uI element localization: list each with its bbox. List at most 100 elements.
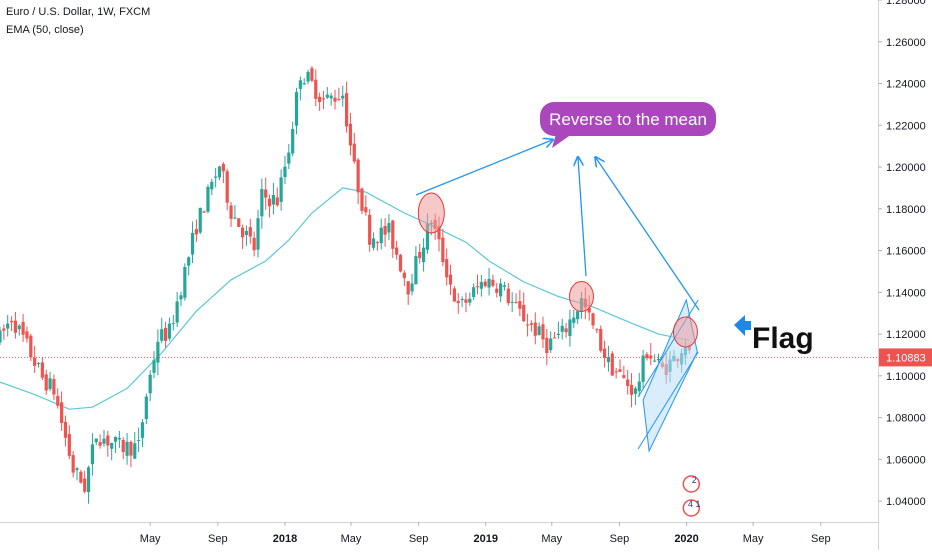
- candle-body: [318, 96, 322, 102]
- candle-body: [321, 98, 326, 100]
- candle-body: [279, 177, 283, 202]
- candle-body: [441, 237, 445, 263]
- y-tick-label: 1.18000: [886, 204, 926, 216]
- candle-body: [402, 272, 406, 279]
- candle-body: [179, 295, 183, 300]
- indicator-legend[interactable]: EMA (50, close): [6, 24, 84, 36]
- candle-body: [133, 443, 137, 459]
- candle-body: [564, 328, 568, 333]
- candle-body: [264, 189, 268, 198]
- candle-body: [148, 374, 152, 394]
- x-tick-label: May: [743, 533, 764, 545]
- candle-body: [421, 247, 426, 263]
- candle-body: [298, 80, 302, 89]
- price-axis-bg: [878, 0, 932, 550]
- flag-upper-line: [637, 299, 699, 398]
- y-tick-label: 1.26000: [886, 37, 926, 49]
- candle-body: [71, 455, 75, 473]
- candle-body: [202, 211, 206, 213]
- candle-body: [587, 307, 591, 313]
- candle-body: [529, 323, 534, 325]
- candle-body: [271, 194, 276, 205]
- candle-body: [337, 99, 341, 101]
- candle-body: [425, 223, 430, 250]
- candle-body: [506, 288, 510, 304]
- candle-body: [2, 328, 6, 331]
- candle-body: [198, 207, 202, 233]
- candle-body: [445, 259, 449, 278]
- candle-body: [67, 434, 71, 456]
- candle-body: [302, 83, 306, 85]
- candle-body: [626, 379, 630, 386]
- candle-body: [502, 285, 507, 287]
- y-tick-label: 1.20000: [886, 162, 926, 174]
- candle-body: [333, 97, 337, 102]
- candle-body: [48, 378, 52, 390]
- candle-body: [110, 442, 114, 449]
- candle-body: [283, 166, 287, 178]
- y-tick-label: 1.10000: [886, 371, 926, 383]
- candle-body: [98, 442, 102, 446]
- candle-body: [94, 438, 98, 443]
- candle-body: [156, 341, 160, 363]
- candle-body: [591, 313, 595, 326]
- candle-body: [622, 375, 626, 378]
- candle-body: [533, 322, 537, 336]
- candle-body: [294, 92, 299, 126]
- candle-body: [90, 444, 95, 465]
- candle-body: [414, 256, 418, 285]
- candle-body: [472, 287, 476, 297]
- x-tick-label: Sep: [208, 533, 228, 545]
- candle-body: [391, 220, 395, 249]
- annotation-arrow: [596, 158, 700, 311]
- current-price-tag: [879, 348, 932, 367]
- highlight-circle: [568, 280, 594, 312]
- callout-bubble[interactable]: [540, 102, 716, 136]
- x-tick-label: 2019: [474, 533, 498, 545]
- x-tick-label: Sep: [409, 533, 429, 545]
- candle-body: [410, 283, 414, 292]
- candle-body: [86, 467, 91, 493]
- candle-body: [252, 237, 256, 251]
- candle-body: [452, 288, 457, 302]
- candle-body: [552, 337, 557, 339]
- candle-body: [40, 362, 44, 378]
- candle-body: [63, 421, 68, 438]
- candle-body: [60, 402, 64, 423]
- candle-body: [217, 166, 222, 178]
- candle-body: [398, 254, 403, 272]
- annotation-arrow: [578, 158, 587, 277]
- candle-body: [375, 242, 379, 244]
- candle-body: [310, 68, 314, 81]
- candle-body: [448, 274, 453, 285]
- candle-body: [610, 353, 614, 376]
- candle-body: [568, 319, 572, 337]
- event-badge-icon[interactable]: [682, 475, 701, 493]
- candle-body: [17, 325, 21, 330]
- candle-body: [140, 422, 145, 438]
- x-tick-label: May: [341, 533, 362, 545]
- event-badge-icon[interactable]: [682, 499, 701, 517]
- candle-body: [491, 279, 495, 286]
- candle-body: [606, 357, 611, 363]
- candle-body: [214, 176, 218, 178]
- x-tick-label: Sep: [610, 533, 630, 545]
- candle-body: [233, 217, 237, 219]
- candle-body: [522, 304, 526, 322]
- candle-body: [645, 354, 649, 359]
- x-tick-label: Sep: [811, 533, 831, 545]
- candle-body: [83, 478, 87, 492]
- highlight-circle: [672, 316, 698, 348]
- candle-body: [137, 440, 141, 442]
- candle-body: [656, 358, 661, 361]
- candle-body: [541, 324, 545, 340]
- y-tick-label: 1.24000: [886, 79, 926, 91]
- y-tick-label: 1.08000: [886, 413, 926, 425]
- candle-body: [9, 320, 14, 323]
- candle-body: [495, 288, 499, 293]
- x-tick-label: 2020: [674, 533, 698, 545]
- candle-body: [229, 205, 233, 219]
- candle-body: [618, 369, 622, 372]
